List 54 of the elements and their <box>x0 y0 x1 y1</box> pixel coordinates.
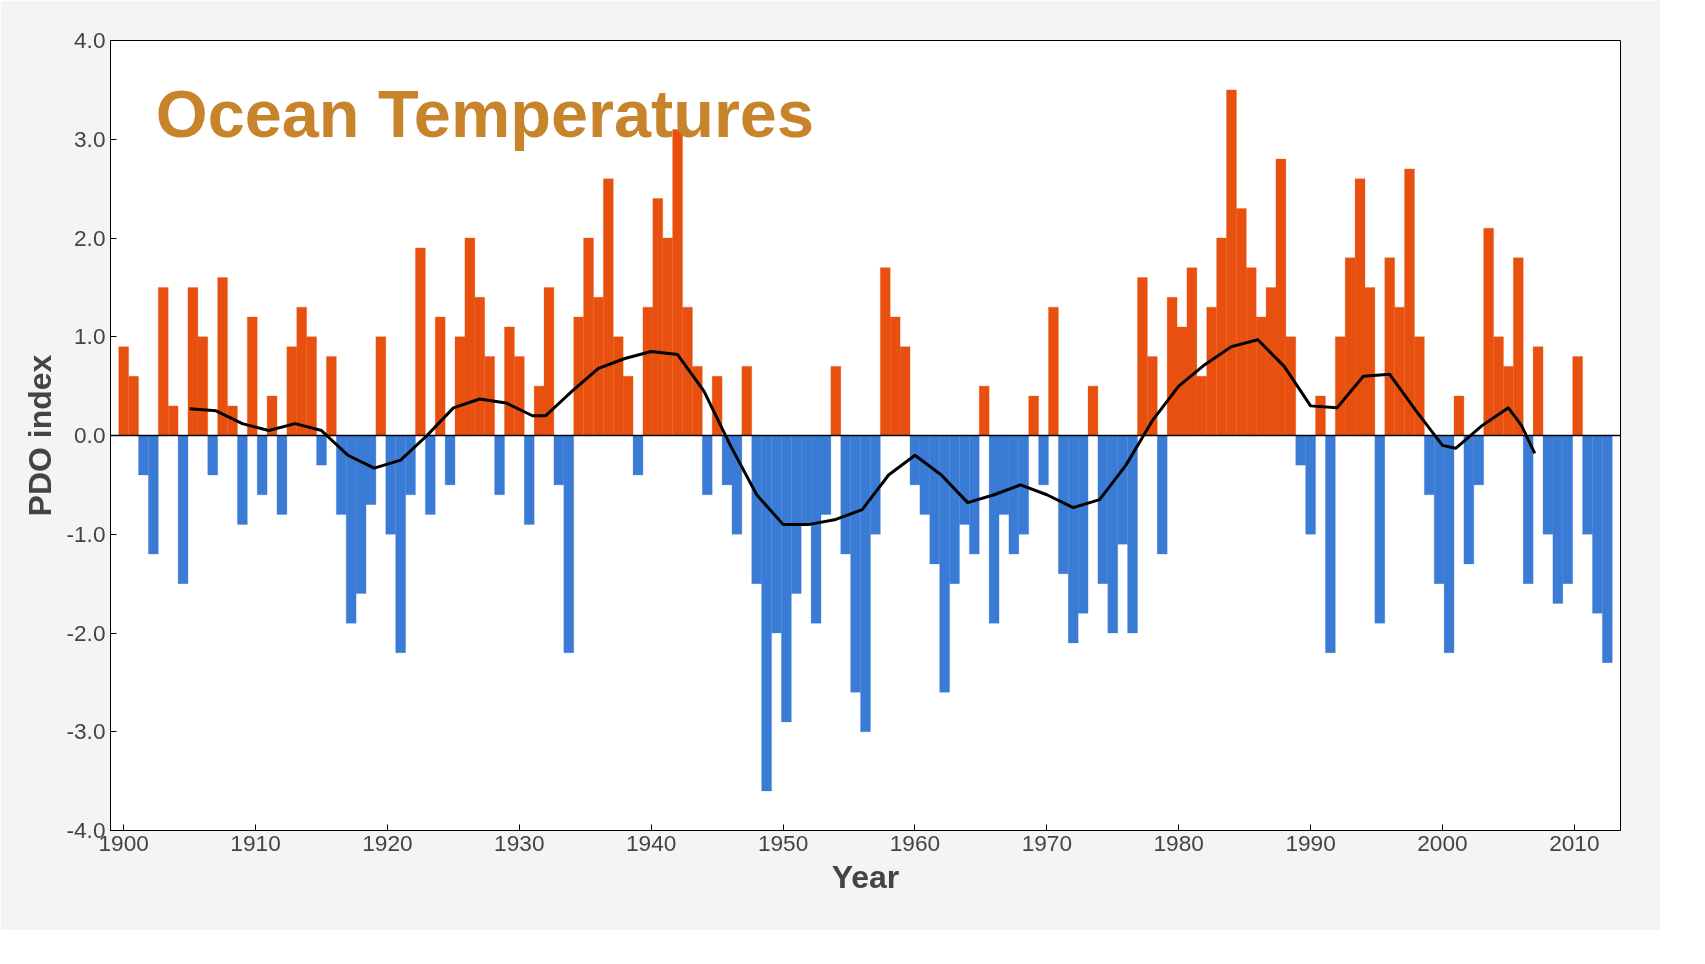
y-tick-label: 4.0 <box>74 27 106 53</box>
y-tick-label: 1.0 <box>74 323 106 350</box>
x-tick-label: 1910 <box>230 829 281 856</box>
bar <box>1157 435 1168 555</box>
bar <box>524 435 535 525</box>
x-tick-label: 2000 <box>1417 829 1468 856</box>
bar <box>632 435 644 476</box>
x-tick-label: 1980 <box>1153 829 1204 856</box>
x-tick-label: 1960 <box>889 829 941 856</box>
y-tick-label: 3.0 <box>74 125 106 152</box>
x-tick-label: 1940 <box>626 829 677 856</box>
bar <box>276 435 288 515</box>
bar <box>237 435 248 525</box>
bar <box>1453 395 1465 436</box>
bar <box>1028 395 1039 436</box>
y-tick-label: -1.0 <box>66 520 106 547</box>
y-tick-label: 2.0 <box>74 224 106 251</box>
bar <box>1087 385 1099 436</box>
bar <box>741 366 752 436</box>
bar <box>494 435 505 495</box>
y-tick-label: -2.0 <box>66 619 106 646</box>
x-tick-label: 2010 <box>1549 829 1600 856</box>
bar <box>979 385 990 436</box>
x-tick-label: 1970 <box>1021 829 1073 856</box>
bar <box>1315 395 1326 436</box>
bar <box>177 435 189 584</box>
x-tick-label: 1920 <box>362 829 413 856</box>
bar <box>415 247 426 436</box>
bar <box>1572 356 1583 436</box>
x-axis-title: Year <box>831 858 900 895</box>
y-tick-label: 0.0 <box>74 422 106 448</box>
bar <box>326 356 337 436</box>
bar <box>247 316 258 436</box>
bar <box>425 435 436 515</box>
x-tick-label: 1930 <box>494 829 545 856</box>
y-axis-title: PDO index <box>22 354 59 517</box>
y-tick-label: -3.0 <box>66 718 106 745</box>
bar <box>1325 435 1336 653</box>
bar <box>444 435 456 486</box>
bar <box>830 366 841 436</box>
x-tick-label: 1950 <box>757 829 809 856</box>
bar <box>1038 435 1049 486</box>
text: Ocean Temperatures <box>155 77 814 152</box>
bar <box>1523 435 1534 584</box>
bar <box>257 435 268 495</box>
x-tick-label: 1990 <box>1285 829 1336 856</box>
bar <box>1532 346 1544 436</box>
bar <box>702 435 713 495</box>
bar <box>1048 306 1059 436</box>
bar <box>435 316 446 436</box>
bar <box>375 336 386 436</box>
bar <box>316 435 327 466</box>
bar <box>207 435 218 476</box>
bar <box>1374 435 1385 624</box>
